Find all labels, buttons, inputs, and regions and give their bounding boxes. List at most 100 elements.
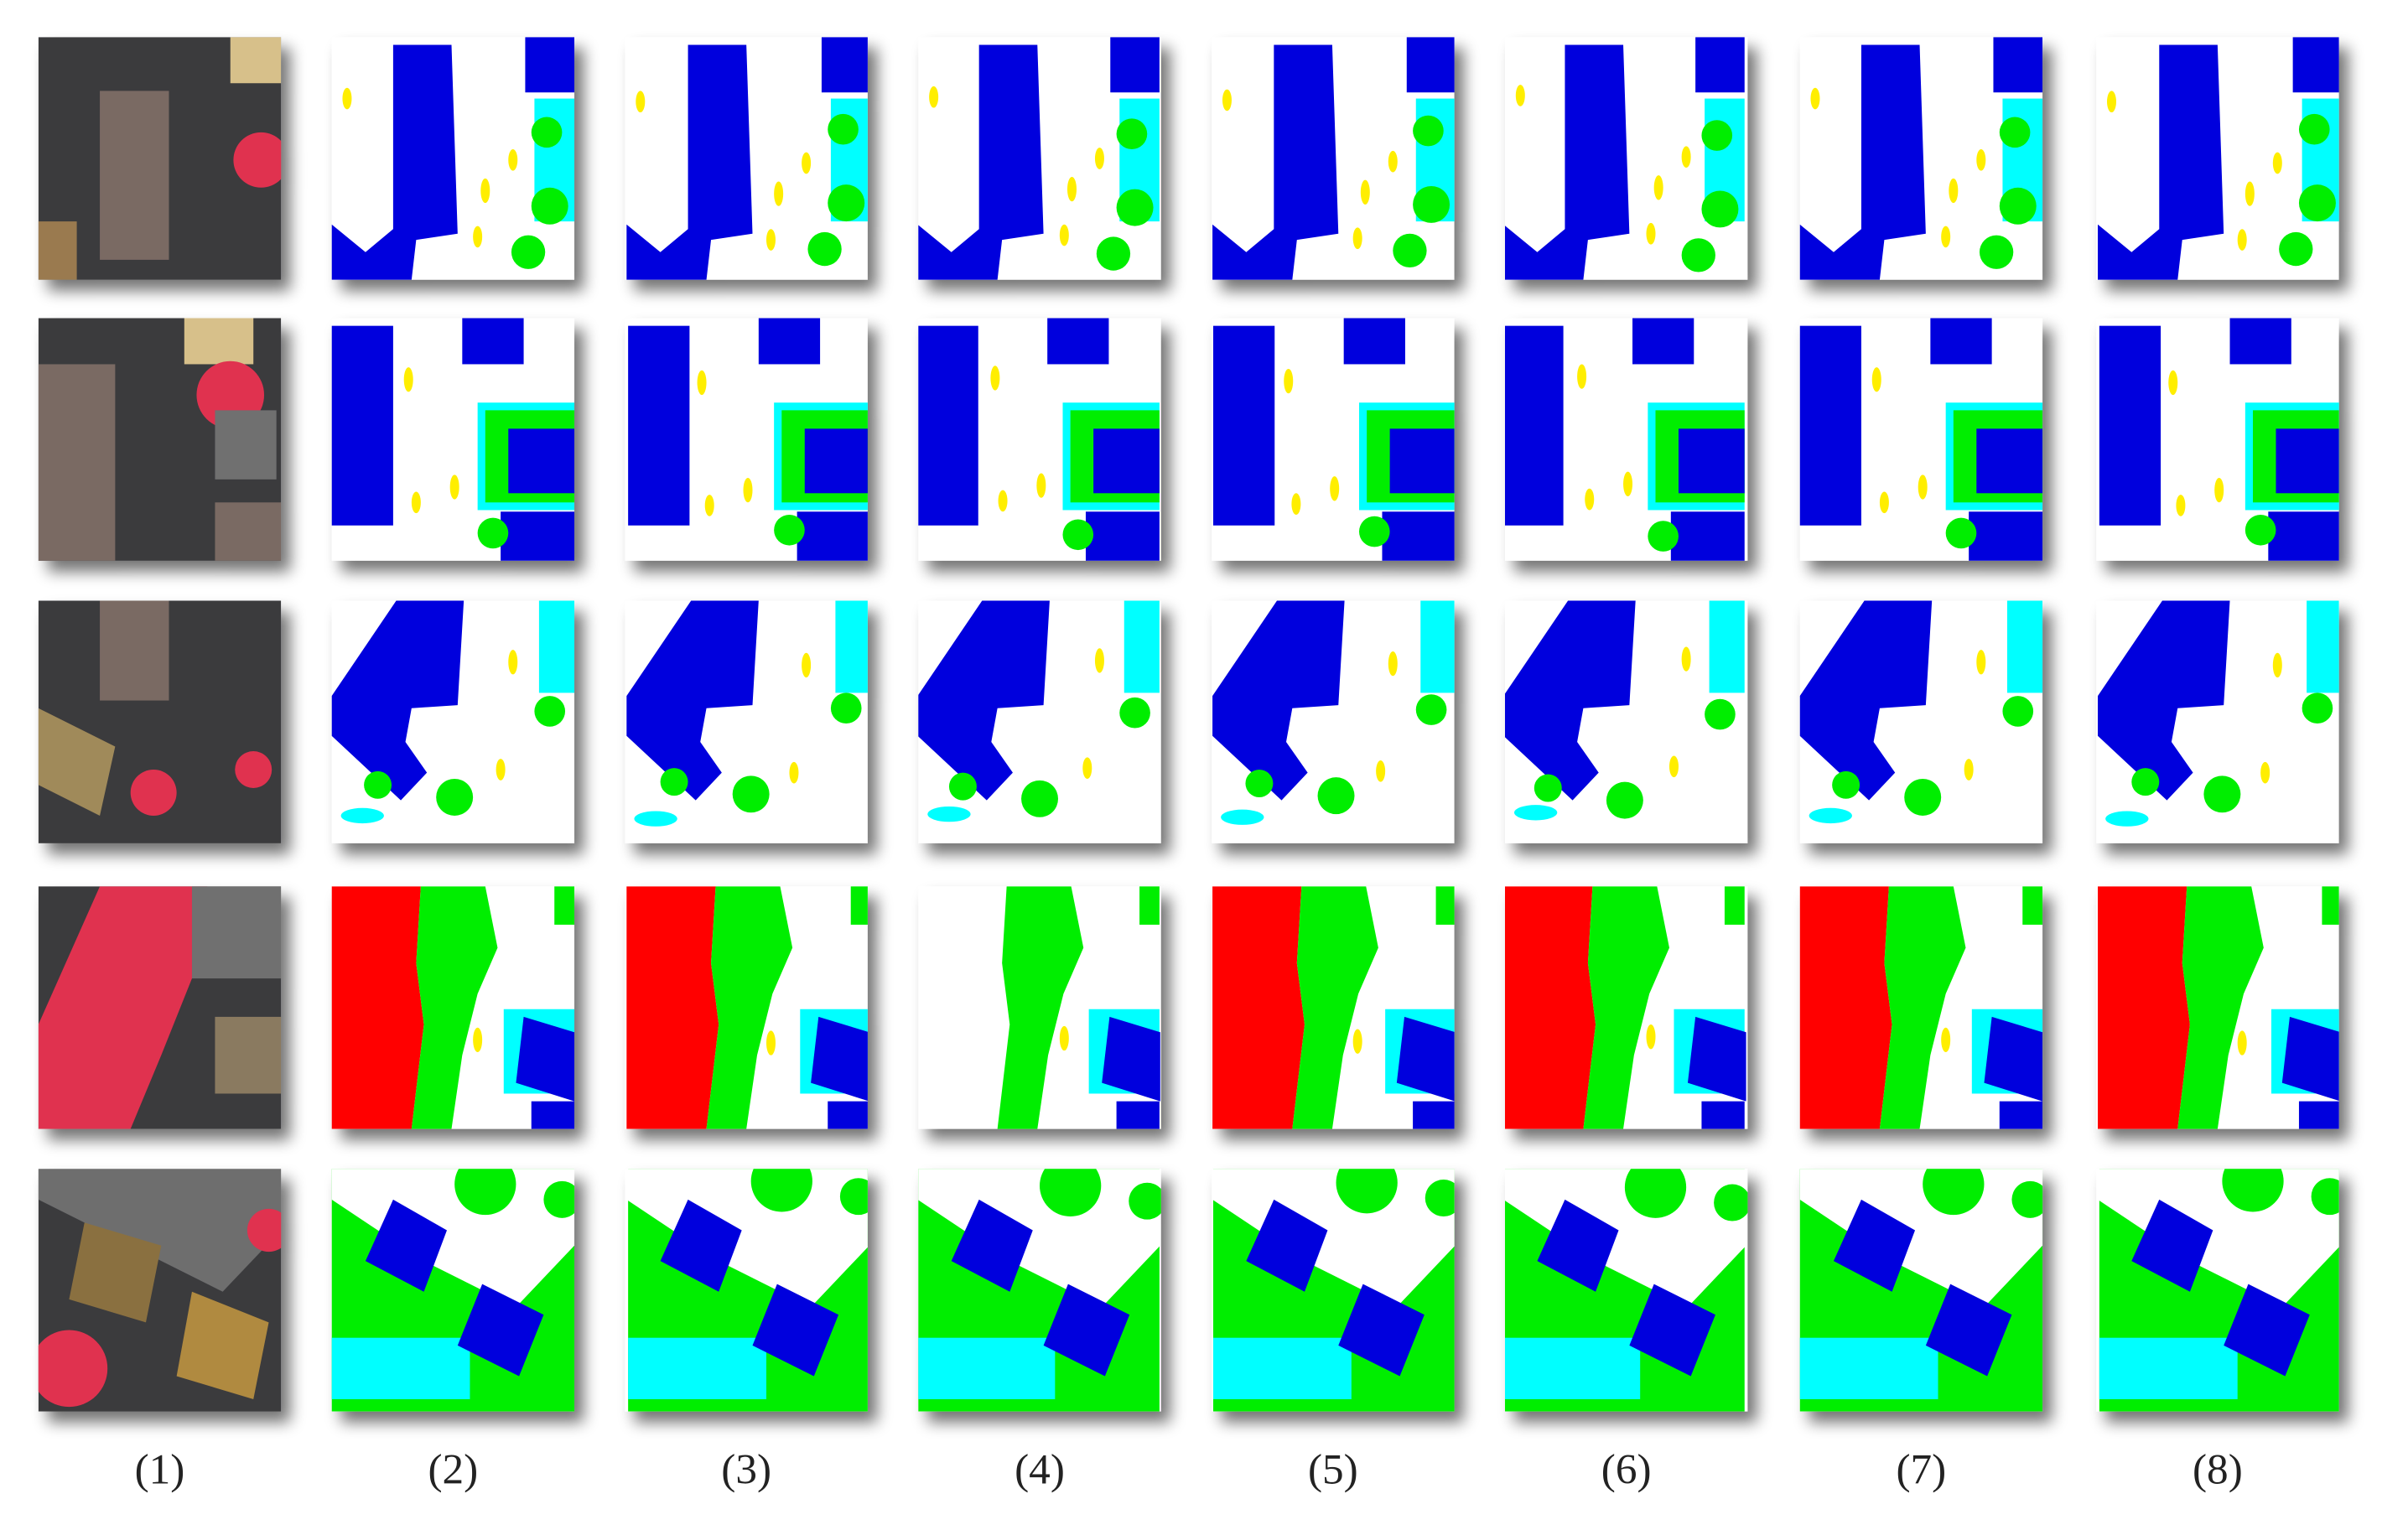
segment-region [1415, 694, 1447, 725]
segment-region [2245, 181, 2255, 206]
segment-region [1212, 886, 1305, 1129]
segment-region [100, 600, 169, 701]
segment-region [626, 600, 759, 801]
tile [1799, 1169, 2043, 1412]
segment-region [365, 1199, 448, 1292]
segment-region [1969, 511, 2043, 561]
segment-region [1085, 511, 1160, 561]
tile-content [1799, 886, 2043, 1129]
segment-region [828, 184, 865, 222]
segment-region [38, 364, 116, 561]
segment-region [2311, 1178, 2339, 1216]
tile-content [2096, 318, 2339, 561]
segment-region [990, 366, 1000, 391]
segment-region [1376, 760, 1386, 782]
segment-region [1678, 428, 1745, 494]
segment-region [531, 117, 563, 148]
segment-region [1799, 44, 1926, 280]
tile-content [1799, 600, 2043, 843]
segment-region [839, 1178, 868, 1216]
segment-region [411, 886, 498, 1129]
tile [1505, 886, 1748, 1129]
segment-region [706, 886, 793, 1129]
segment-region [1116, 1101, 1160, 1129]
segment-region [1705, 698, 1736, 730]
segment-region [403, 367, 413, 392]
tile [1799, 318, 2043, 561]
tile [918, 1169, 1161, 1412]
segment-region [1393, 233, 1427, 268]
segment-region [2176, 495, 2186, 516]
segment-region [1632, 318, 1694, 365]
segment-region [1040, 1169, 1102, 1216]
segment-region [1094, 648, 1104, 673]
segment-region [516, 1016, 575, 1102]
segment-region [2298, 184, 2336, 222]
segment-region [38, 708, 116, 816]
segment-region [1505, 325, 1564, 526]
segment-region [807, 231, 842, 267]
segment-region [1292, 886, 1378, 1129]
tile-content [2096, 600, 2339, 843]
segment-region [543, 1180, 575, 1218]
column-label: (2) [428, 1446, 478, 1494]
tile-grid [38, 37, 2339, 1412]
tile-content [1212, 1169, 1455, 1412]
segment-region [531, 1101, 575, 1129]
segment-region [1629, 1284, 1715, 1377]
column-label: (6) [1601, 1446, 1652, 1494]
segment-region [1420, 600, 1455, 693]
segment-region [1119, 697, 1150, 729]
tile-content [625, 1169, 868, 1412]
segment-region [1979, 235, 2014, 269]
segment-region [743, 477, 753, 503]
segment-region [331, 325, 393, 526]
tile [1212, 37, 1455, 280]
segment-region [697, 370, 707, 396]
segment-region [2098, 44, 2224, 280]
segment-region [830, 692, 862, 724]
segment-region [1832, 770, 1860, 799]
segment-region [480, 178, 490, 204]
segment-region [774, 181, 784, 206]
segment-region [215, 410, 277, 480]
tile-content [625, 37, 868, 280]
segment-region [2099, 1337, 2238, 1399]
segment-region [2245, 514, 2276, 546]
segment-region [1505, 886, 1596, 1129]
segment-region [215, 1016, 282, 1094]
segment-region [2107, 91, 2116, 113]
tile-content [625, 318, 868, 561]
segment-region [1810, 87, 1820, 110]
segment-region [1413, 1101, 1455, 1129]
tile-content [1505, 600, 1748, 843]
segment-region [750, 1169, 812, 1212]
segment-region [331, 600, 464, 801]
segment-region [1799, 325, 1861, 526]
segment-region [1833, 1199, 1916, 1292]
tile [331, 886, 575, 1129]
tile-content [1212, 37, 1455, 280]
segment-region [1036, 473, 1046, 498]
segment-region [436, 778, 474, 816]
segment-region [2302, 692, 2333, 724]
segment-region [2307, 600, 2339, 693]
segment-region [1505, 1337, 1641, 1399]
segment-region [626, 886, 719, 1129]
segment-region [811, 1016, 868, 1102]
segment-region [1648, 521, 1679, 552]
tile [1505, 37, 1748, 280]
tile-content [331, 37, 575, 280]
segment-region [1941, 1027, 1951, 1053]
tile-content [38, 37, 282, 280]
segment-region [457, 1284, 544, 1377]
segment-region [230, 37, 282, 84]
segment-region [1681, 146, 1691, 168]
segment-region [2105, 811, 2149, 827]
segment-region [1534, 774, 1562, 802]
segment-region [1222, 89, 1232, 112]
segment-region [1116, 118, 1148, 150]
segment-region [802, 652, 812, 678]
segment-region [508, 650, 518, 675]
segment-region [1999, 1101, 2043, 1129]
